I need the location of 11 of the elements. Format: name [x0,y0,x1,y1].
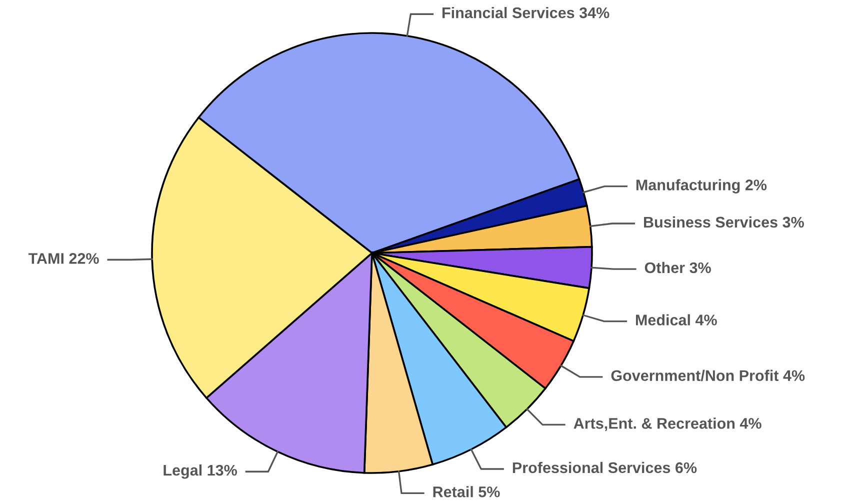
slice-label: TAMI 22% [28,253,99,264]
slice-label: Government/Non Profit 4% [611,370,805,382]
slice-label: Manufacturing 2% [636,179,767,194]
slice-label: Medical 4% [636,314,717,326]
slice-label: Business Services 3% [644,216,804,228]
slice-label: Arts,Ent. & Recreation 4% [574,418,762,432]
slice-label: Professional Services 6% [512,462,697,474]
slice-label: Other 3% [644,262,711,274]
slice-label: Legal 13% [164,464,237,479]
slice-label: Financial Services 34% [442,6,610,18]
slice-label: Retail 5% [433,486,500,498]
